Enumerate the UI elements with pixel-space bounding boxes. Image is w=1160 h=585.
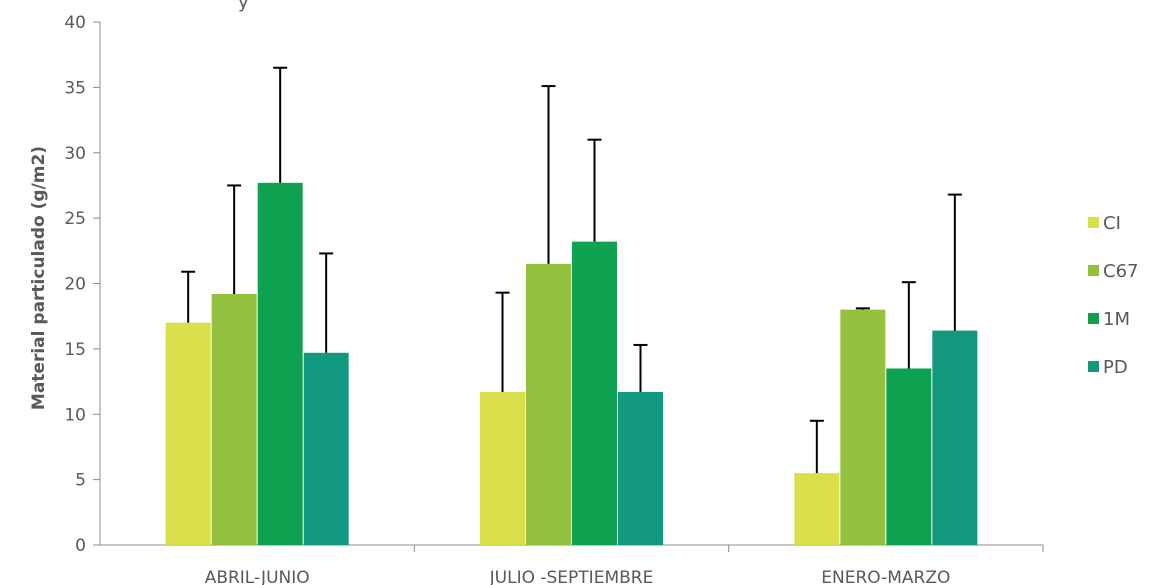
legend-label-ci: CI (1103, 213, 1121, 234)
legend-label-c67: C67 (1103, 261, 1138, 282)
x-axis-categories: ABRIL-JUNIO JULIO -SEPTIEMBRE ENERO-MARZO (205, 545, 1044, 585)
legend-swatch-ci (1088, 217, 1099, 228)
legend-swatch-c67 (1088, 265, 1099, 276)
y-tick-label: 20 (64, 275, 86, 295)
y-tick-label: 30 (64, 144, 86, 164)
y-tick-label: 0 (75, 536, 86, 556)
y-tick-label: 15 (64, 340, 86, 360)
bar-pd-3 (932, 330, 978, 545)
x-category-label: ENERO-MARZO (821, 568, 950, 585)
bar-1m-1 (257, 182, 303, 545)
bars (165, 182, 978, 545)
y-tick-label: 35 (64, 78, 86, 98)
bar-c67-1 (211, 293, 257, 545)
legend-swatch-1m (1088, 313, 1099, 324)
bar-pd-1 (303, 352, 349, 545)
bar-ci-3 (794, 473, 840, 545)
x-category-label: JULIO -SEPTIEMBRE (489, 568, 654, 585)
bar-1m-2 (572, 241, 617, 545)
y-tick-label: 5 (75, 471, 86, 491)
bar-c67-3 (840, 309, 886, 545)
y-tick-label: 25 (64, 209, 86, 229)
legend-swatch-pd (1088, 361, 1099, 372)
bar-pd-2 (618, 392, 663, 545)
bar-ci-2 (480, 392, 525, 545)
bar-ci-1 (165, 322, 211, 545)
x-category-label: ABRIL-JUNIO (205, 568, 310, 585)
bar-c67-2 (526, 263, 571, 545)
chart-title-fragment: y (238, 0, 249, 13)
y-tick-label: 10 (64, 405, 86, 425)
legend-label-pd: PD (1103, 357, 1128, 378)
error-bars (181, 66, 962, 474)
bar-1m-3 (886, 368, 932, 545)
y-axis-label: Material particulado (g/m2) (29, 146, 49, 410)
y-axis-ticks: 0 5 10 15 20 25 30 35 40 (64, 13, 100, 556)
legend-label-1m: 1M (1103, 309, 1130, 330)
legend: CI C67 1M PD (1088, 213, 1138, 378)
y-tick-label: 40 (64, 13, 86, 33)
